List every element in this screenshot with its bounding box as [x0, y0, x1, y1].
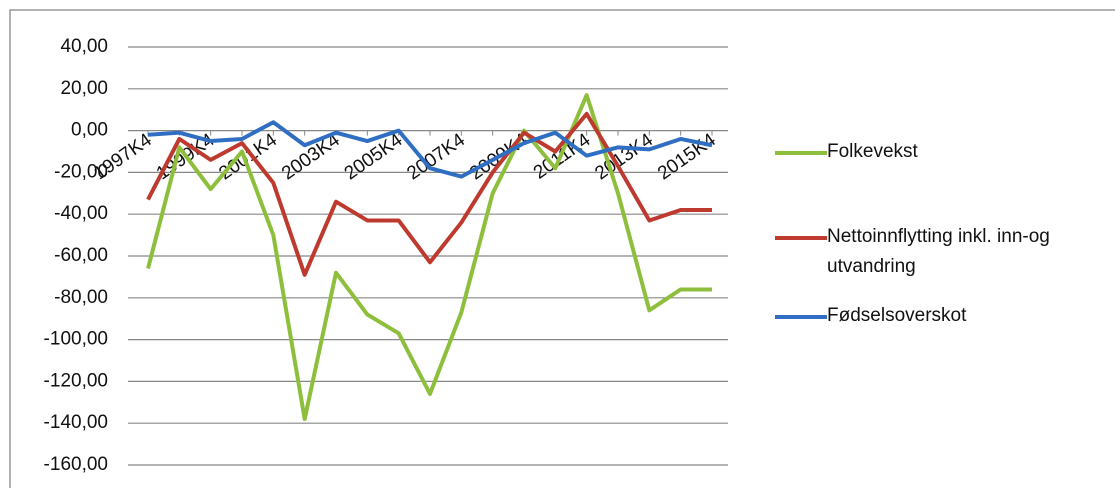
legend-swatch — [775, 236, 827, 240]
x-tick-label: 2015K4 — [654, 129, 720, 184]
legend-label: Fødselsoverskot — [827, 305, 967, 326]
chart-frame — [9, 9, 1115, 488]
legend-item: Nettoinnflytting inkl. inn-og utvandring — [775, 225, 1115, 282]
line-series — [146, 93, 712, 422]
y-tick-label: -100,00 — [44, 329, 108, 350]
y-tick-label: -20,00 — [54, 161, 108, 182]
line-series — [147, 120, 713, 179]
y-tick-label: -120,00 — [44, 370, 108, 391]
legend-swatch — [775, 315, 827, 319]
legend-swatch — [775, 151, 827, 155]
line-series — [146, 111, 712, 277]
y-tick-label: 40,00 — [60, 36, 108, 57]
x-tick-label: 2003K4 — [278, 129, 344, 184]
legend-label: Folkevekst — [827, 141, 918, 162]
y-tick-label: -140,00 — [44, 412, 108, 433]
y-tick-label: 0,00 — [71, 120, 108, 141]
y-tick-label: 20,00 — [60, 78, 108, 99]
y-tick-label: -60,00 — [54, 245, 108, 266]
legend-item: Fødselsoverskot — [775, 304, 1115, 331]
y-tick-label: -40,00 — [54, 203, 108, 224]
y-tick-label: -160,00 — [44, 454, 108, 475]
legend-label: Nettoinnflytting inkl. inn-og utvandring — [827, 226, 1050, 277]
legend-item: Folkevekst — [775, 140, 1115, 167]
y-tick-label: -80,00 — [54, 287, 108, 308]
